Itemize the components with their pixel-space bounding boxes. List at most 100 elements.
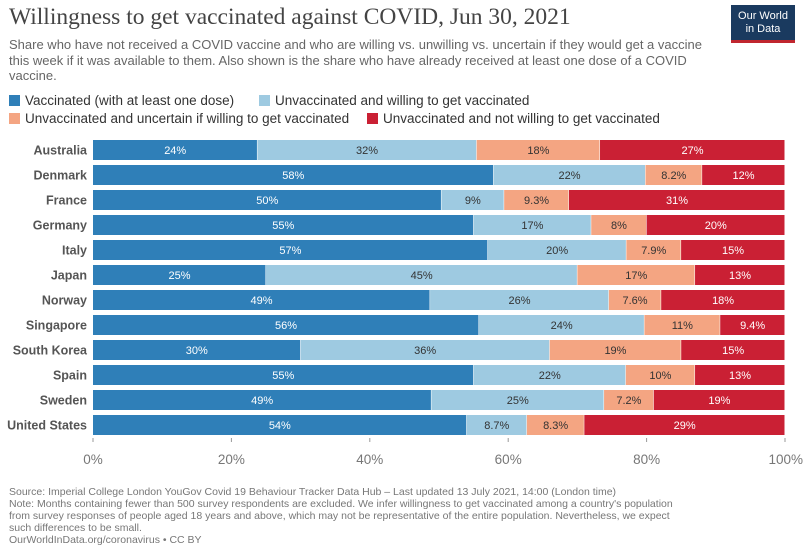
bar-not-willing-singapore [720,315,785,335]
legend-swatch-not-willing [367,113,378,124]
data-label-not-willing-united-states: 29% [674,420,696,432]
footer-note-line-2: from survey responses of people aged 18 … [9,510,670,522]
x-tick-label-1: 20% [218,452,245,467]
chart-subtitle: Share who have not received a COVID vacc… [9,37,702,83]
legend-label-uncertain: Unvaccinated and uncertain if willing to… [25,111,350,126]
data-label-vaccinated-denmark: 58% [282,170,304,182]
data-label-not-willing-italy: 15% [722,245,744,257]
bar-vaccinated-united-states [93,415,467,435]
category-label-united-states: United States [7,419,87,433]
data-label-uncertain-spain: 10% [649,370,671,382]
data-label-not-willing-spain: 13% [729,370,751,382]
category-label-australia: Australia [34,144,89,158]
data-label-not-willing-denmark: 12% [733,170,755,182]
bar-willing-denmark [493,165,645,185]
bar-willing-australia [257,140,477,160]
bar-willing-united-states [466,415,527,435]
bar-vaccinated-spain [93,365,474,385]
bar-willing-france [441,190,504,210]
bar-vaccinated-japan [93,265,266,285]
data-label-vaccinated-norway: 49% [251,295,273,307]
bar-uncertain-united-states [526,415,584,435]
logo-line-2: in Data [745,22,781,35]
category-label-norway: Norway [42,294,87,308]
bar-not-willing-france [568,190,785,210]
legend-label-willing: Unvaccinated and willing to get vaccinat… [275,93,530,108]
legend-label-not-willing: Unvaccinated and not willing to get vacc… [383,111,660,126]
owid-logo[interactable]: Our World in Data [731,5,795,43]
legend-item-vaccinated[interactable]: Vaccinated (with at least one dose) [9,93,234,108]
x-tick-label-3: 60% [495,452,522,467]
bar-not-willing-denmark [702,165,785,185]
category-label-germany: Germany [33,219,87,233]
bar-vaccinated-sweden [93,390,431,410]
footer-source: Source: Imperial College London YouGov C… [9,486,617,498]
data-label-not-willing-sweden: 19% [708,395,730,407]
bar-uncertain-japan [577,265,695,285]
data-label-uncertain-united-states: 8.3% [543,420,568,432]
footer-credit[interactable]: OurWorldInData.org/coronavirus • CC BY [9,534,202,546]
data-label-vaccinated-united-states: 54% [269,420,291,432]
data-label-uncertain-denmark: 8.2% [661,170,686,182]
data-label-willing-australia: 32% [356,145,378,157]
bar-not-willing-spain [695,365,785,385]
data-label-vaccinated-italy: 57% [279,245,301,257]
bar-vaccinated-france [93,190,441,210]
x-tick-label-4: 80% [633,452,660,467]
bar-willing-norway [430,290,609,310]
data-label-not-willing-south-korea: 15% [722,345,744,357]
bar-vaccinated-singapore [93,315,479,335]
bar-not-willing-australia [600,140,785,160]
legend-swatch-vaccinated [9,95,20,106]
bar-willing-sweden [431,390,604,410]
bar-willing-italy [487,240,626,260]
data-label-vaccinated-singapore: 56% [275,320,297,332]
category-label-south-korea: South Korea [13,344,88,358]
data-label-not-willing-singapore: 9.4% [740,320,765,332]
x-tick-label-5: 100% [768,452,803,467]
data-label-not-willing-australia: 27% [681,145,703,157]
data-label-uncertain-south-korea: 19% [604,345,626,357]
bar-uncertain-sweden [604,390,654,410]
bar-uncertain-france [504,190,569,210]
bar-willing-south-korea [300,340,550,360]
bar-uncertain-germany [591,215,647,235]
data-label-willing-germany: 17% [521,220,543,232]
category-label-denmark: Denmark [34,169,88,183]
category-label-france: France [46,194,87,208]
data-label-uncertain-italy: 7.9% [641,245,666,257]
data-label-vaccinated-australia: 24% [164,145,186,157]
bar-not-willing-norway [661,290,785,310]
data-label-vaccinated-germany: 55% [272,220,294,232]
data-label-uncertain-japan: 17% [625,270,647,282]
bar-uncertain-italy [626,240,681,260]
bar-vaccinated-italy [93,240,488,260]
data-label-uncertain-norway: 7.6% [623,295,648,307]
data-label-willing-italy: 20% [546,245,568,257]
data-label-willing-denmark: 22% [559,170,581,182]
legend-item-willing[interactable]: Unvaccinated and willing to get vaccinat… [259,93,529,108]
data-label-vaccinated-spain: 55% [272,370,294,382]
data-label-willing-south-korea: 36% [414,345,436,357]
bar-not-willing-sweden [653,390,785,410]
bar-not-willing-japan [695,265,785,285]
bar-not-willing-south-korea [681,340,785,360]
data-label-willing-united-states: 8.7% [484,420,509,432]
bar-willing-japan [266,265,577,285]
legend-item-not-willing[interactable]: Unvaccinated and not willing to get vacc… [367,111,660,126]
chart-footer: Source: Imperial College London YouGov C… [9,486,789,546]
legend-item-uncertain[interactable]: Unvaccinated and uncertain if willing to… [9,111,349,126]
bar-vaccinated-australia [93,140,257,160]
data-label-not-willing-germany: 20% [705,220,727,232]
data-label-vaccinated-france: 50% [256,195,278,207]
data-label-not-willing-france: 31% [666,195,688,207]
data-label-not-willing-japan: 13% [729,270,751,282]
data-label-uncertain-germany: 8% [611,220,627,232]
legend-swatch-willing [259,95,270,106]
data-label-willing-japan: 45% [411,270,433,282]
bar-willing-singapore [478,315,644,335]
bar-uncertain-singapore [644,315,720,335]
bar-uncertain-south-korea [549,340,681,360]
category-label-italy: Italy [62,244,87,258]
bar-uncertain-australia [476,140,600,160]
